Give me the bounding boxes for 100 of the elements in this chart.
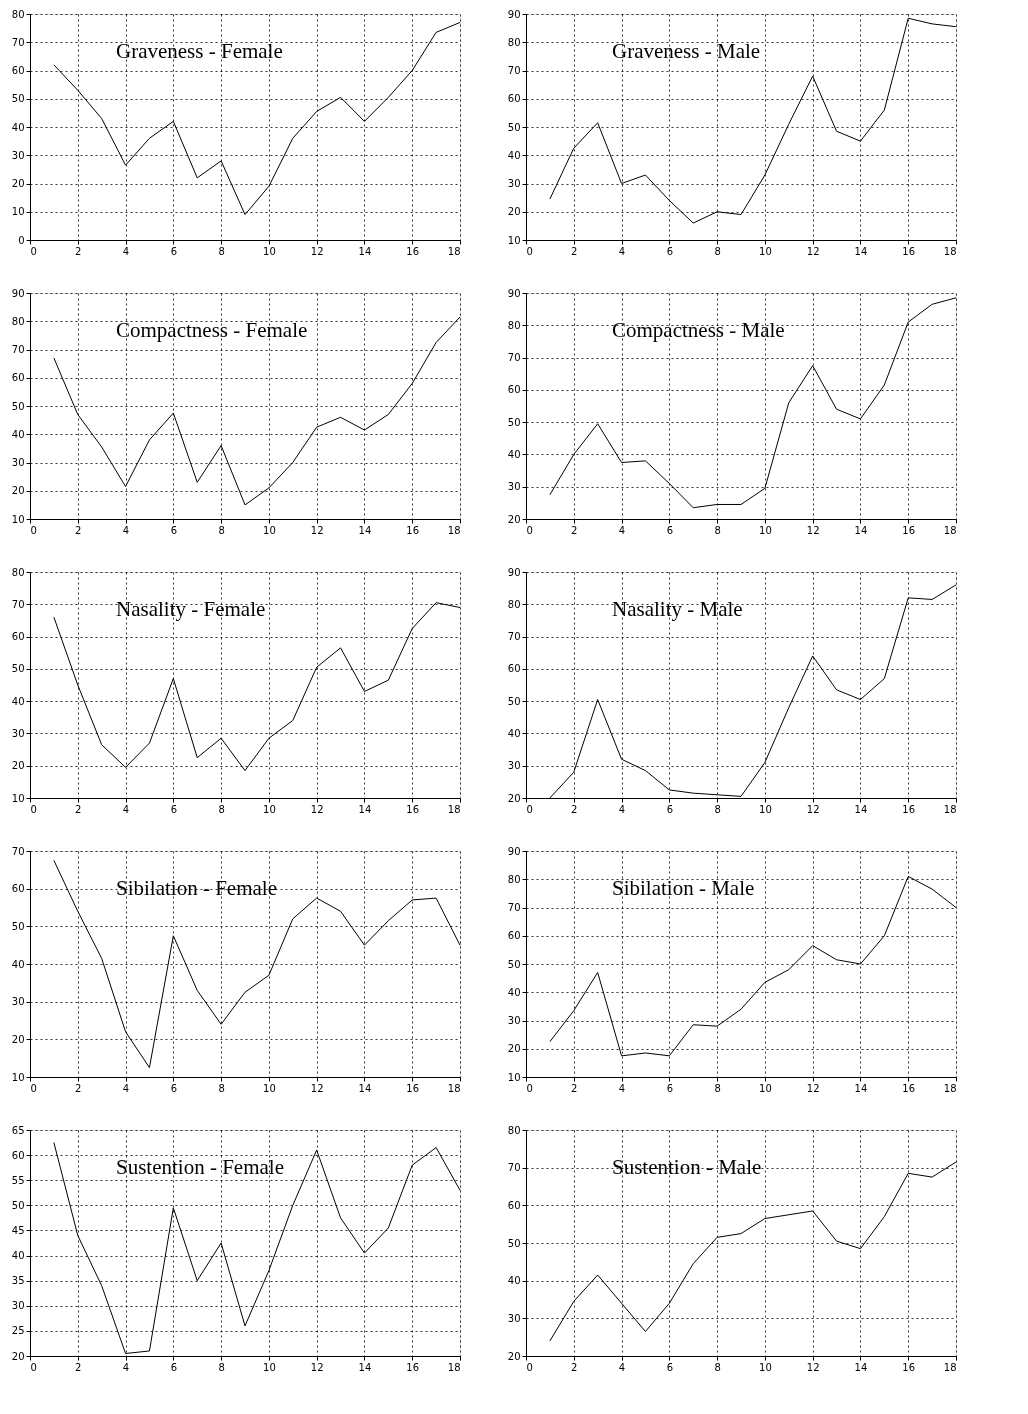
y-tick-label: 45 (11, 1224, 25, 1236)
y-tick-label: 40 (11, 428, 25, 440)
x-tick-label: 4 (618, 524, 626, 536)
y-tick-label: 40 (11, 1250, 25, 1262)
x-tick-label: 10 (263, 1082, 276, 1094)
x-tick-label: 0 (30, 1082, 37, 1094)
x-tick-label: 14 (854, 245, 868, 257)
x-tick-label: 12 (806, 803, 820, 815)
y-tick-label: 20 (507, 1350, 521, 1362)
x-tick-label: 6 (170, 1082, 178, 1094)
y-tick-label: 50 (11, 663, 25, 675)
x-tick-label: 16 (406, 1082, 420, 1094)
y-tick-label: 20 (507, 792, 521, 804)
y-tick-label: 90 (507, 845, 521, 857)
x-tick-label: 16 (406, 245, 420, 257)
x-tick-label: 6 (666, 524, 674, 536)
y-tick-label: 80 (11, 566, 25, 578)
y-tick-label: 20 (11, 178, 25, 189)
x-tick-label: 14 (854, 524, 868, 536)
x-tick-label: 18 (943, 803, 957, 815)
x-tick-label: 2 (571, 803, 578, 815)
x-tick-label: 10 (759, 803, 772, 815)
x-tick-label: 8 (218, 803, 225, 815)
y-tick-label: 30 (11, 149, 25, 161)
x-tick-label: 4 (122, 524, 130, 536)
y-tick-label: 70 (507, 902, 521, 913)
x-tick-label: 0 (30, 245, 37, 257)
y-tick-label: 10 (507, 234, 521, 246)
y-tick-label: 80 (507, 319, 521, 331)
y-tick-label: 70 (11, 344, 25, 355)
x-tick-label: 18 (943, 1361, 957, 1373)
x-tick-label: 4 (122, 1082, 130, 1094)
x-tick-label: 18 (447, 1361, 461, 1373)
y-tick-label: 30 (507, 1312, 521, 1324)
x-tick-label: 0 (30, 803, 37, 815)
y-tick-label: 80 (507, 36, 521, 48)
x-tick-label: 12 (310, 1361, 324, 1373)
y-tick-label: 30 (11, 996, 25, 1008)
y-tick-label: 30 (507, 1015, 521, 1026)
x-tick-label: 8 (714, 245, 721, 257)
x-tick-label: 14 (358, 245, 372, 257)
text: Compactness - Male (612, 318, 785, 343)
x-tick-label: 6 (666, 1361, 674, 1373)
x-tick-label: 4 (618, 803, 626, 815)
y-tick-label: 20 (507, 1043, 521, 1055)
y-tick-label: 60 (11, 631, 25, 643)
x-tick-label: 10 (759, 1361, 772, 1373)
y-tick-label: 20 (11, 485, 25, 497)
text: Sibilation - Male (612, 876, 755, 901)
text: Nasality - Male (612, 597, 743, 622)
x-tick-label: 16 (902, 1361, 916, 1373)
y-tick-label: 30 (507, 481, 521, 493)
y-tick-label: 40 (507, 727, 521, 739)
x-tick-label: 2 (75, 1361, 82, 1373)
x-tick-label: 16 (406, 1361, 420, 1373)
x-tick-label: 2 (571, 245, 578, 257)
text: Sibilation - Female (116, 876, 277, 901)
text: Graveness - Female (116, 39, 283, 64)
y-tick-label: 60 (507, 663, 521, 675)
y-tick-label: 80 (507, 1124, 521, 1136)
text: Graveness - Male (612, 39, 761, 64)
x-tick-label: 4 (618, 1082, 626, 1094)
y-tick-label: 10 (507, 1071, 521, 1083)
y-tick-label: 50 (11, 920, 25, 932)
x-tick-label: 10 (759, 1082, 772, 1094)
x-tick-label: 8 (714, 1082, 721, 1094)
x-tick-label: 6 (666, 803, 674, 815)
y-tick-label: 40 (11, 958, 25, 970)
x-tick-label: 12 (806, 1361, 820, 1373)
x-tick-label: 2 (75, 524, 82, 536)
x-tick-label: 6 (170, 524, 178, 536)
y-tick-label: 20 (507, 513, 521, 525)
x-tick-label: 14 (358, 524, 372, 536)
x-tick-label: 16 (406, 524, 420, 536)
y-tick-label: 70 (507, 65, 521, 76)
y-tick-label: 50 (11, 400, 25, 412)
x-tick-label: 4 (122, 1361, 130, 1373)
text: Sustention - Male (612, 1155, 762, 1180)
y-tick-label: 30 (507, 178, 521, 189)
y-tick-label: 50 (507, 958, 521, 970)
x-tick-label: 0 (526, 1361, 533, 1373)
y-tick-label: 10 (11, 206, 25, 218)
y-tick-label: 40 (507, 1275, 521, 1287)
text: Nasality - Female (116, 597, 266, 622)
y-tick-label: 20 (11, 760, 25, 772)
x-tick-label: 8 (218, 524, 225, 536)
x-tick-label: 14 (854, 1361, 868, 1373)
y-tick-label: 10 (11, 513, 25, 525)
x-tick-label: 8 (218, 1361, 225, 1373)
y-tick-label: 30 (11, 457, 25, 468)
x-tick-label: 18 (943, 524, 957, 536)
x-tick-label: 12 (806, 524, 820, 536)
x-tick-label: 12 (310, 524, 324, 536)
y-tick-label: 60 (507, 930, 521, 942)
y-tick-label: 10 (11, 1071, 25, 1083)
y-tick-label: 60 (507, 1199, 521, 1211)
x-tick-label: 0 (526, 803, 533, 815)
x-tick-label: 16 (902, 524, 916, 536)
y-tick-label: 70 (11, 845, 25, 857)
x-tick-label: 14 (358, 1361, 372, 1373)
